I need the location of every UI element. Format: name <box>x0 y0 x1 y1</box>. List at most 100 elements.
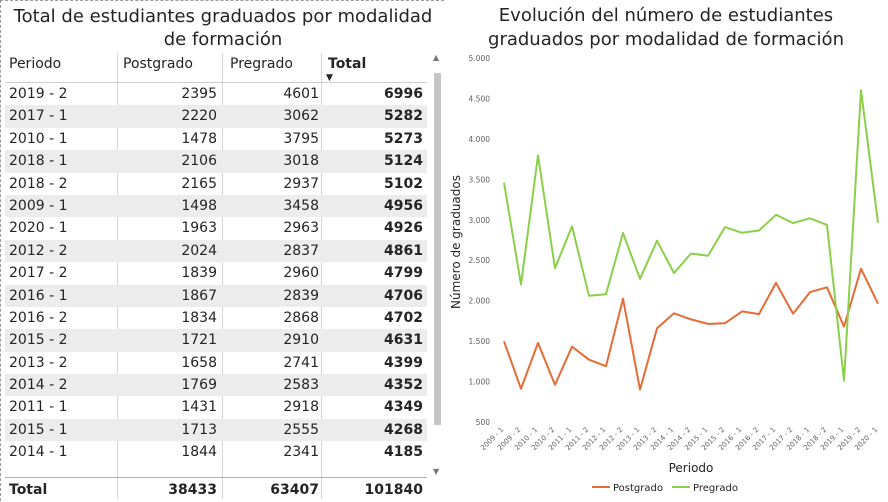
table-row[interactable]: 2015 - 1 1713 2555 4268 <box>5 418 427 442</box>
table-row[interactable]: 2012 - 2 2024 2837 4861 <box>5 239 427 263</box>
table-row[interactable]: 2013 - 2 1658 2741 4399 <box>5 352 427 374</box>
data-point-postgrado[interactable] <box>825 285 830 290</box>
data-point-pregrado[interactable] <box>757 228 762 233</box>
y-tick-label: 5.000 <box>469 54 491 63</box>
data-point-pregrado[interactable] <box>536 153 541 158</box>
data-point-postgrado[interactable] <box>842 324 847 329</box>
scroll-thumb[interactable] <box>434 73 441 425</box>
data-point-postgrado[interactable] <box>876 301 881 306</box>
cell-periodo: 2017 - 1 <box>9 108 68 125</box>
header-periodo[interactable]: Periodo <box>9 56 62 72</box>
total-label: Total <box>9 482 48 498</box>
header-total[interactable]: Total <box>328 56 367 72</box>
data-point-pregrado[interactable] <box>672 271 677 276</box>
legend-label-pregrado[interactable]: Pregrado <box>693 483 738 494</box>
data-point-pregrado[interactable] <box>689 251 694 256</box>
sort-descending-icon[interactable]: ▼ <box>326 73 333 83</box>
data-point-postgrado[interactable] <box>791 311 796 316</box>
legend-label-postgrado[interactable]: Postgrado <box>613 483 663 494</box>
data-point-postgrado[interactable] <box>859 266 864 271</box>
data-point-pregrado[interactable] <box>519 282 524 287</box>
y-tick-label: 3.000 <box>469 216 491 225</box>
data-point-postgrado[interactable] <box>740 309 745 314</box>
cell-periodo: 2012 - 2 <box>9 242 68 259</box>
cell-postgrado: 2165 <box>181 175 217 192</box>
header-postgrado[interactable]: Postgrado <box>123 56 193 72</box>
cell-total: 4706 <box>384 287 423 304</box>
data-point-postgrado[interactable] <box>519 386 524 391</box>
series-line-pregrado[interactable] <box>503 89 879 382</box>
data-point-postgrado[interactable] <box>655 326 660 331</box>
cell-total: 4956 <box>384 197 423 214</box>
data-point-postgrado[interactable] <box>774 280 779 285</box>
data-point-pregrado[interactable] <box>774 212 779 217</box>
table-row[interactable]: 2018 - 1 2106 3018 5124 <box>5 150 427 173</box>
cell-periodo: 2013 - 2 <box>9 354 68 371</box>
data-point-pregrado[interactable] <box>706 253 711 258</box>
data-point-postgrado[interactable] <box>672 311 677 316</box>
table-row[interactable]: 2019 - 2 2395 4601 6996 <box>5 83 427 105</box>
y-tick-label: 2.000 <box>469 297 491 306</box>
cell-pregrado: 3458 <box>283 197 319 214</box>
cell-postgrado: 1867 <box>181 287 217 304</box>
data-point-pregrado[interactable] <box>502 180 507 185</box>
data-point-postgrado[interactable] <box>536 340 541 345</box>
y-tick-label: 4.000 <box>469 135 491 144</box>
cell-total: 4185 <box>384 444 423 461</box>
data-point-pregrado[interactable] <box>604 292 609 297</box>
table-row[interactable]: 2010 - 1 1478 3795 5273 <box>5 128 427 150</box>
data-point-pregrado[interactable] <box>842 378 847 383</box>
table-row[interactable]: 2016 - 2 1834 2868 4702 <box>5 307 427 329</box>
data-point-pregrado[interactable] <box>570 224 575 229</box>
total-pregrado: 63407 <box>270 482 319 498</box>
table-row[interactable]: 2015 - 2 1721 2910 4631 <box>5 329 427 352</box>
table-row[interactable]: 2014 - 2 1769 2583 4352 <box>5 374 427 397</box>
data-point-postgrado[interactable] <box>502 339 507 344</box>
table-row[interactable]: 2014 - 1 1844 2341 4185 <box>5 441 427 463</box>
table-row[interactable]: 2009 - 1 1498 3458 4956 <box>5 194 427 218</box>
data-point-postgrado[interactable] <box>638 387 643 392</box>
data-point-pregrado[interactable] <box>808 216 813 221</box>
data-point-pregrado[interactable] <box>791 221 796 226</box>
data-point-pregrado[interactable] <box>553 266 558 271</box>
scroll-up-icon[interactable]: ▲ <box>433 53 440 62</box>
chart-title-line2: graduados por modalidad de formación <box>488 29 844 50</box>
table-row[interactable]: 2017 - 1 2220 3062 5282 <box>5 105 427 128</box>
table-scrollbar[interactable]: ▲ ▼ <box>432 53 442 476</box>
data-point-postgrado[interactable] <box>553 382 558 387</box>
data-point-pregrado[interactable] <box>876 220 881 225</box>
table-row[interactable]: 2016 - 1 1867 2839 4706 <box>5 284 427 307</box>
data-point-postgrado[interactable] <box>621 296 626 301</box>
cell-periodo: 2011 - 1 <box>9 399 68 416</box>
table-row[interactable]: 2017 - 2 1839 2960 4799 <box>5 262 427 284</box>
data-point-postgrado[interactable] <box>808 290 813 295</box>
data-point-pregrado[interactable] <box>825 222 830 227</box>
cell-pregrado: 3018 <box>283 153 319 170</box>
header-pregrado[interactable]: Pregrado <box>230 56 293 72</box>
data-point-postgrado[interactable] <box>757 312 762 317</box>
data-point-postgrado[interactable] <box>689 317 694 322</box>
cell-pregrado: 3795 <box>283 130 319 147</box>
data-point-postgrado[interactable] <box>570 344 575 349</box>
data-point-pregrado[interactable] <box>859 88 864 93</box>
data-point-pregrado[interactable] <box>655 238 660 243</box>
data-point-postgrado[interactable] <box>723 321 728 326</box>
table-row[interactable]: 2020 - 1 1963 2963 4926 <box>5 217 427 239</box>
scroll-down-icon[interactable]: ▼ <box>433 467 440 476</box>
data-point-pregrado[interactable] <box>638 276 643 281</box>
cell-postgrado: 1839 <box>181 265 217 282</box>
data-point-postgrado[interactable] <box>587 357 592 362</box>
table-row[interactable]: 2011 - 1 1431 2918 4349 <box>5 396 427 418</box>
data-point-pregrado[interactable] <box>587 293 592 298</box>
data-point-pregrado[interactable] <box>621 230 626 235</box>
series-line-postgrado[interactable] <box>503 267 879 391</box>
data-point-postgrado[interactable] <box>706 321 711 326</box>
table-row[interactable]: 2018 - 2 2165 2937 5102 <box>5 173 427 195</box>
data-point-postgrado[interactable] <box>604 364 609 369</box>
cell-total: 4702 <box>384 309 423 326</box>
cell-pregrado: 3062 <box>283 108 319 125</box>
y-tick-label: 500 <box>476 418 491 427</box>
cell-total: 4399 <box>384 354 423 371</box>
data-point-pregrado[interactable] <box>740 230 745 235</box>
data-point-pregrado[interactable] <box>723 225 728 230</box>
